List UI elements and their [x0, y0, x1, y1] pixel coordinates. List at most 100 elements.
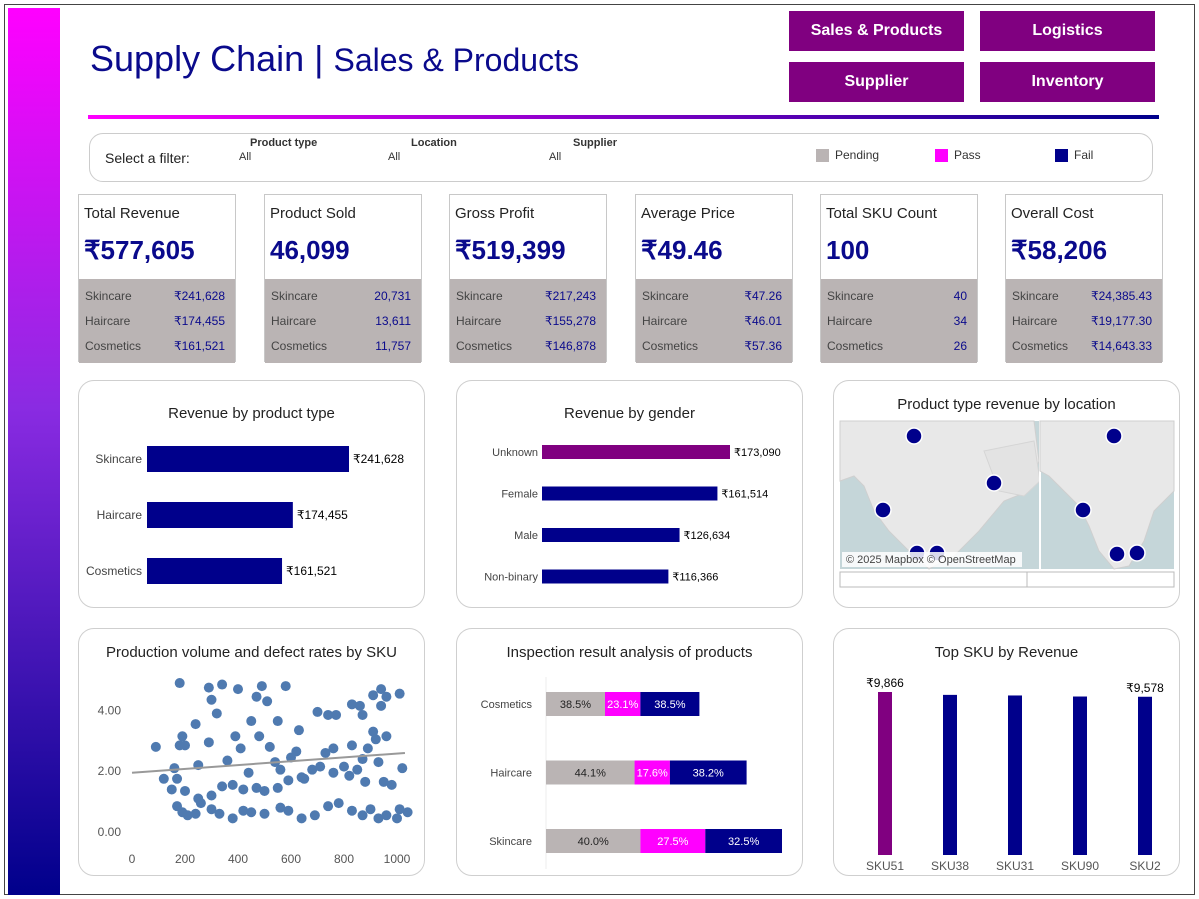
scatter-point — [254, 731, 265, 742]
kpi-card-product-sold: Product Sold 46,099 Skincare 20,731 Hairc… — [264, 194, 422, 363]
kpi-row-value: 40 — [953, 289, 967, 303]
bar-value-label: ₹9,578 — [1126, 681, 1164, 695]
segment-label: 38.5% — [560, 699, 591, 711]
map-scrollbar[interactable] — [839, 571, 1175, 588]
scatter-point — [402, 807, 413, 818]
scatter-point — [211, 708, 222, 719]
scatter-point — [259, 808, 270, 819]
bar — [147, 558, 283, 584]
bar — [1073, 696, 1087, 855]
y-tick-label: 0.00 — [98, 825, 122, 839]
nav-supplier-button[interactable]: Supplier — [789, 62, 964, 102]
kpi-row-value: ₹174,455 — [173, 314, 225, 328]
scatter-point — [227, 813, 238, 824]
kpi-row-label: Skincare — [1012, 289, 1059, 303]
filter-location-select[interactable]: All — [388, 151, 401, 163]
kpi-row-value: ₹46.01 — [744, 314, 782, 328]
stacked-segment — [546, 692, 605, 716]
scatter-point — [386, 779, 397, 790]
map-credit: © 2025 Mapbox © OpenStreetMap — [846, 554, 1016, 566]
bar — [943, 694, 957, 855]
x-tick-label: 600 — [281, 852, 301, 866]
scatter-point — [376, 700, 387, 711]
filter-supplier-select[interactable]: All — [549, 151, 562, 163]
bar — [878, 692, 892, 855]
card-production-scatter: Production volume and defect rates by SK… — [78, 628, 425, 876]
bar-value-label: ₹173,090 — [734, 447, 781, 459]
kpi-row-value: ₹19,177.30 — [1090, 314, 1152, 328]
nav-logistics-button[interactable]: Logistics — [980, 11, 1155, 51]
stacked-segment — [640, 692, 700, 716]
kpi-row-value: 13,611 — [375, 314, 411, 328]
scatter-point — [352, 764, 363, 775]
kpi-row-label: Haircare — [85, 314, 131, 328]
scatter-point — [172, 773, 183, 784]
filter-prompt: Select a filter: — [105, 150, 190, 166]
scatter-point — [230, 731, 241, 742]
scatter-point — [376, 684, 387, 695]
x-tick-label: 200 — [175, 852, 195, 866]
legend-pending: Pending — [816, 148, 879, 162]
legend-pass-label: Pass — [954, 148, 981, 162]
kpi-row-value: ₹217,243 — [544, 289, 596, 303]
scatter-point — [227, 779, 238, 790]
kpi-title: Product Sold — [270, 205, 356, 222]
kpi-breakdown: Skincare 40 Haircare 34 Cosmetics 26 — [821, 279, 977, 363]
scatter-point — [354, 700, 365, 711]
scatter-point — [381, 810, 392, 821]
chart-title: Inspection result analysis of products — [506, 644, 753, 661]
kpi-row-label: Haircare — [1012, 314, 1058, 328]
kpi-row: Haircare 34 — [827, 314, 967, 328]
scatter-point — [344, 770, 355, 781]
kpi-title: Overall Cost — [1011, 205, 1094, 222]
kpi-breakdown: Skincare ₹24,385.43 Haircare ₹19,177.30 Co… — [1006, 279, 1162, 363]
nav-sales-products-button[interactable]: Sales & Products — [789, 11, 964, 51]
kpi-title: Total Revenue — [84, 205, 180, 222]
kpi-row-label: Skincare — [271, 289, 318, 303]
scatter-point — [291, 746, 302, 757]
bar-value-label: ₹241,628 — [353, 452, 404, 466]
filter-product-type-select[interactable]: All — [239, 151, 252, 163]
bar — [1138, 696, 1152, 855]
kpi-row-value: ₹146,878 — [544, 339, 596, 353]
kpi-row-label: Haircare — [827, 314, 873, 328]
bar-category-label: SKU90 — [1061, 859, 1099, 873]
scatter-point — [309, 810, 320, 821]
x-tick-label: 0 — [129, 852, 136, 866]
kpi-row-label: Haircare — [642, 314, 688, 328]
kpi-row-value: ₹155,278 — [544, 314, 596, 328]
kpi-card-overall-cost: Overall Cost ₹58,206 Skincare ₹24,385.43 … — [1005, 194, 1163, 363]
scatter-point — [283, 805, 294, 816]
kpi-row-label: Skincare — [642, 289, 689, 303]
bar-value-label: ₹174,455 — [297, 508, 348, 522]
stacked-segment — [546, 829, 641, 853]
filter-location-label: Location — [411, 137, 457, 149]
scatter-point — [339, 761, 349, 772]
y-tick-label: 4.00 — [98, 703, 122, 717]
scatter-point — [333, 798, 344, 809]
kpi-row-value: 34 — [953, 314, 967, 328]
scatter-point — [320, 747, 331, 758]
trend-line — [131, 751, 406, 774]
card-map: Product type revenue by location © 2025 … — [833, 380, 1180, 608]
kpi-row-label: Cosmetics — [642, 339, 699, 353]
scatter-point — [195, 798, 206, 809]
card-revenue-by-product-type: Revenue by product type Skincare ₹241,628… — [78, 380, 425, 608]
bar-category-label: Cosmetics — [481, 699, 533, 711]
kpi-row-label: Skincare — [456, 289, 503, 303]
scatter-point — [272, 716, 283, 727]
kpi-row: Haircare ₹174,455 — [85, 314, 225, 328]
scatter-point — [251, 782, 262, 793]
scatter-point — [222, 755, 233, 766]
bar-category-label: SKU51 — [866, 859, 904, 873]
bar — [542, 445, 730, 459]
kpi-card-average-price: Average Price ₹49.46 Skincare ₹47.26 Hair… — [635, 194, 793, 363]
kpi-row: Haircare ₹19,177.30 — [1012, 314, 1152, 328]
nav-inventory-button[interactable]: Inventory — [980, 62, 1155, 102]
scatter-point — [312, 706, 323, 717]
bar-category-label: Unknown — [492, 447, 538, 459]
stacked-segment — [669, 760, 747, 785]
scatter-point — [283, 775, 294, 786]
location-map[interactable]: © 2025 Mapbox © OpenStreetMap — [834, 381, 1179, 607]
scatter-point — [323, 709, 334, 720]
